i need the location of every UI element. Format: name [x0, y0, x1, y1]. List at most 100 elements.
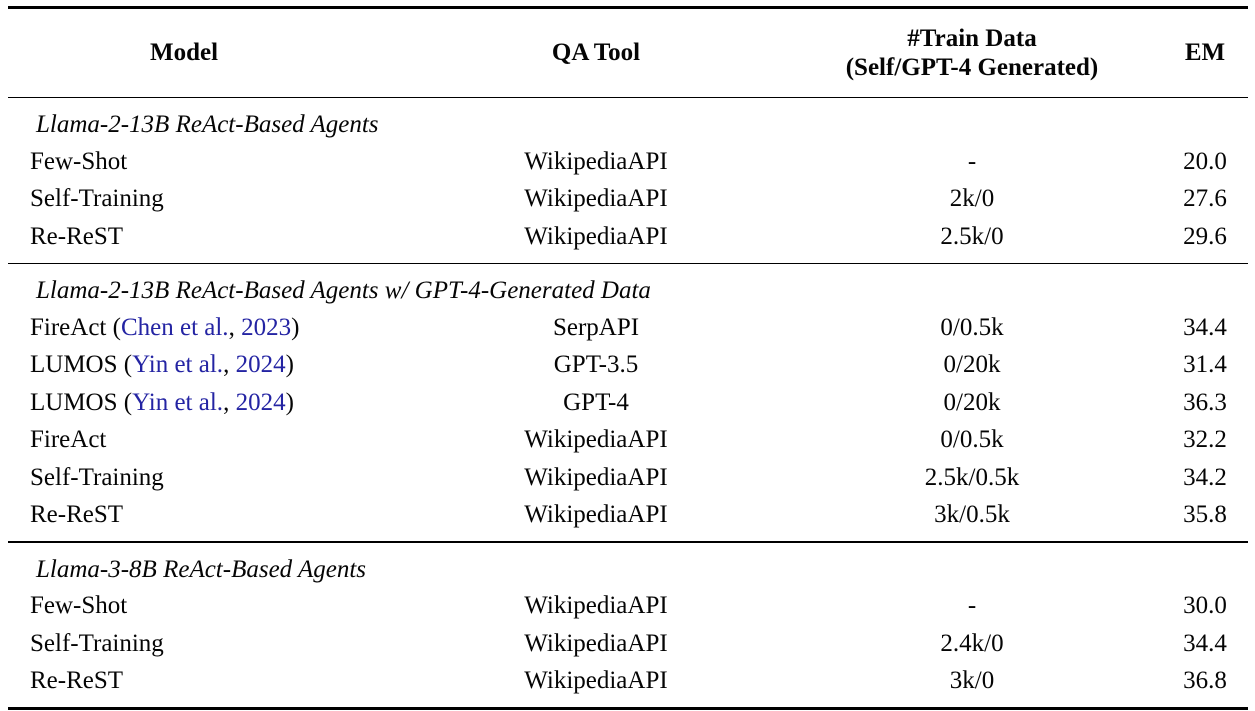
table-row: Self-Training WikipediaAPI 2.5k/0.5k 34.2	[8, 459, 1248, 497]
qa-tool-cell: WikipediaAPI	[524, 592, 668, 620]
model-text: Re-ReST	[30, 222, 124, 250]
train-data-cell: 2k/0	[949, 185, 995, 213]
table-section-2: Llama-2-13B ReAct-Based Agents w/ GPT-4-…	[8, 264, 1248, 541]
table-row: Few-Shot WikipediaAPI - 20.0	[8, 143, 1248, 181]
train-data-cell: -	[967, 592, 977, 620]
qa-tool-cell: WikipediaAPI	[524, 501, 668, 529]
model-cell: Self-Training	[8, 464, 410, 492]
train-data-cell: 2.5k/0.5k	[924, 463, 1020, 491]
qa-tool-cell: WikipediaAPI	[524, 463, 668, 491]
section-title: Llama-2-13B ReAct-Based Agents	[36, 111, 379, 138]
model-text: LUMOS (	[30, 351, 133, 379]
section-title: Llama-2-13B ReAct-Based Agents w/ GPT-4-…	[36, 277, 651, 304]
model-cell: FireAct (Chen et al., 2023)	[8, 314, 410, 342]
em-cell: 29.6	[1183, 222, 1227, 250]
train-data-cell: 0/20k	[943, 388, 1001, 416]
train-data-cell: 2.4k/0	[940, 629, 1004, 657]
model-text: Few-Shot	[30, 147, 128, 175]
table-top-rule	[8, 6, 1248, 9]
train-data-cell: 0/0.5k	[940, 426, 1004, 454]
model-cell: Self-Training	[8, 185, 410, 213]
em-cell: 30.0	[1183, 592, 1227, 620]
model-cell: FireAct	[8, 426, 410, 454]
column-header-em-label: EM	[1184, 38, 1226, 66]
citation-link[interactable]: 2024	[235, 388, 286, 416]
em-cell: 34.4	[1183, 313, 1227, 341]
em-cell: 27.6	[1183, 185, 1227, 213]
table-row: Self-Training WikipediaAPI 2.4k/0 34.4	[8, 625, 1248, 663]
section-title-row: Llama-3-8B ReAct-Based Agents	[8, 543, 1248, 588]
section-title: Llama-3-8B ReAct-Based Agents	[36, 555, 367, 583]
model-cell: LUMOS (Yin et al., 2024)	[8, 389, 410, 417]
model-cell: Re-ReST	[8, 223, 410, 251]
section-title-row: Llama-2-13B ReAct-Based Agents	[8, 98, 1248, 143]
section-title-row: Llama-2-13B ReAct-Based Agents w/ GPT-4-…	[8, 264, 1248, 309]
table-header-row: Model QA Tool #Train Data (Self/GPT-4 Ge…	[8, 9, 1248, 97]
model-text: )	[285, 351, 294, 379]
em-cell: 32.2	[1183, 426, 1227, 454]
table-row: Re-ReST WikipediaAPI 2.5k/0 29.6	[8, 218, 1248, 256]
model-text: FireAct (	[30, 313, 121, 341]
column-header-train-data-line1: #Train Data	[907, 24, 1037, 52]
model-text: Self-Training	[30, 463, 164, 491]
column-header-train-data-line2: (Self/GPT-4 Generated)	[845, 53, 1099, 81]
em-cell: 35.8	[1183, 501, 1227, 529]
citation-link[interactable]: Chen et al.	[120, 313, 229, 341]
em-cell: 36.8	[1183, 667, 1227, 695]
citation-link[interactable]: Yin et al.	[132, 388, 224, 416]
model-cell: LUMOS (Yin et al., 2024)	[8, 351, 410, 379]
model-text: ,	[223, 388, 230, 416]
em-cell: 31.4	[1183, 351, 1227, 379]
section-divider-rule	[8, 541, 1248, 543]
column-header-train-data: #Train Data (Self/GPT-4 Generated)	[782, 24, 1162, 82]
train-data-cell: -	[967, 147, 977, 175]
table-section-3: Llama-3-8B ReAct-Based Agents Few-Shot Wik…	[8, 543, 1248, 708]
citation-link[interactable]: 2024	[235, 351, 286, 379]
table-row: FireAct WikipediaAPI 0/0.5k 32.2	[8, 422, 1248, 460]
qa-tool-cell: WikipediaAPI	[524, 222, 668, 250]
column-header-model: Model	[8, 39, 410, 67]
qa-tool-cell: WikipediaAPI	[524, 147, 668, 175]
model-text: LUMOS (	[30, 388, 133, 416]
qa-tool-cell: WikipediaAPI	[524, 667, 668, 695]
citation-link[interactable]: Yin et al.	[132, 351, 224, 379]
em-cell: 34.2	[1183, 463, 1227, 491]
qa-tool-cell: GPT-3.5	[553, 351, 639, 379]
model-text: )	[291, 313, 300, 341]
model-text: Few-Shot	[30, 592, 128, 620]
train-data-cell: 0/0.5k	[940, 313, 1004, 341]
table-row: LUMOS (Yin et al., 2024) GPT-4 0/20k 36.3	[8, 384, 1248, 422]
column-header-model-label: Model	[149, 38, 219, 66]
qa-tool-cell: WikipediaAPI	[524, 426, 668, 454]
table-row: Re-ReST WikipediaAPI 3k/0.5k 35.8	[8, 497, 1248, 535]
header-bottom-rule	[8, 96, 1248, 98]
table-row: Few-Shot WikipediaAPI - 30.0	[8, 588, 1248, 626]
qa-tool-cell: WikipediaAPI	[524, 185, 668, 213]
model-text: ,	[228, 313, 235, 341]
model-cell: Self-Training	[8, 630, 410, 658]
em-cell: 36.3	[1183, 388, 1227, 416]
model-cell: Re-ReST	[8, 501, 410, 529]
em-cell: 34.4	[1183, 629, 1227, 657]
model-text: Re-ReST	[30, 667, 124, 695]
em-cell: 20.0	[1183, 147, 1227, 175]
model-text: )	[285, 388, 294, 416]
train-data-cell: 2.5k/0	[940, 222, 1004, 250]
table-body: Llama-2-13B ReAct-Based Agents Few-Shot Wi…	[8, 98, 1248, 707]
column-header-qa-tool-label: QA Tool	[551, 38, 641, 66]
citation-link[interactable]: 2023	[241, 313, 292, 341]
table-bottom-rule	[8, 707, 1248, 710]
train-data-cell: 3k/0	[949, 667, 995, 695]
model-text: ,	[223, 351, 230, 379]
results-table: Model QA Tool #Train Data (Self/GPT-4 Ge…	[8, 0, 1248, 710]
table-row: Re-ReST WikipediaAPI 3k/0 36.8	[8, 663, 1248, 701]
section-divider-rule	[8, 262, 1248, 264]
model-cell: Few-Shot	[8, 592, 410, 620]
model-text: FireAct	[30, 426, 107, 454]
train-data-cell: 0/20k	[943, 351, 1001, 379]
model-text: Self-Training	[30, 629, 164, 657]
model-text: Re-ReST	[30, 501, 124, 529]
qa-tool-cell: WikipediaAPI	[524, 629, 668, 657]
qa-tool-cell: SerpAPI	[552, 313, 640, 341]
column-header-qa-tool: QA Tool	[410, 39, 782, 67]
